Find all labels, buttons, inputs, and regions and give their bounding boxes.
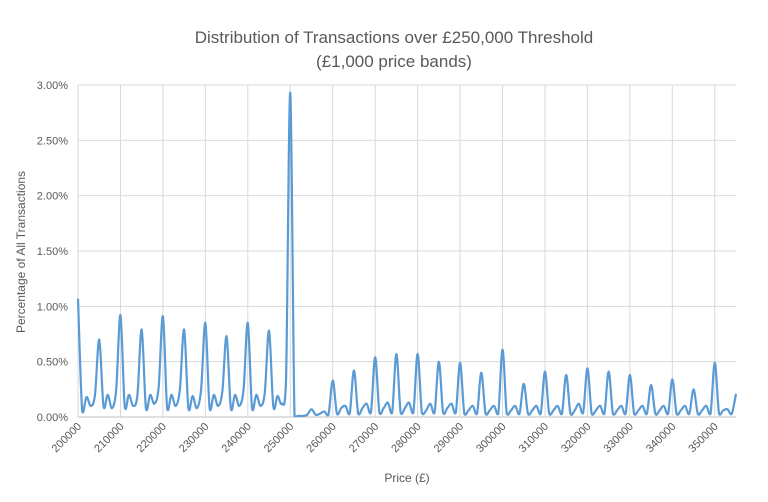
y-tick-label: 2.00% [37,191,68,203]
x-axis-title: Price (£) [384,471,429,485]
y-axis-ticks: 0.00% 0.50% 1.00% 1.50% 2.00% 2.50% 3.00% [37,80,68,424]
x-tick-label: 270000 [347,421,381,455]
x-tick-label: 250000 [262,421,296,455]
y-tick-label: 3.00% [37,80,68,92]
x-tick-label: 230000 [177,421,211,455]
x-tick-label: 350000 [686,421,720,455]
x-tick-label: 210000 [92,421,126,455]
y-tick-label: 1.00% [37,301,68,313]
x-tick-label: 320000 [559,421,593,455]
x-tick-label: 310000 [517,421,551,455]
x-tick-label: 280000 [389,421,423,455]
x-tick-label: 300000 [474,421,508,455]
y-tick-label: 0.50% [37,357,68,369]
gridlines [77,84,736,418]
x-tick-label: 220000 [135,421,169,455]
x-tick-label: 290000 [432,421,466,455]
y-tick-label: 1.50% [37,246,68,258]
chart-title: Distribution of Transactions over £250,0… [195,28,593,47]
x-tick-label: 260000 [304,421,338,455]
x-axis-ticks: 200000 210000 220000 230000 240000 250000 2600… [50,421,721,455]
series-line [76,91,738,418]
chart-subtitle: (£1,000 price bands) [316,52,472,71]
x-tick-label: 330000 [602,421,636,455]
y-tick-label: 0.00% [37,412,68,424]
x-tick-label: 200000 [50,421,84,455]
x-tick-label: 340000 [644,421,678,455]
x-tick-label: 240000 [219,421,253,455]
y-axis-title: Percentage of All Transactions [14,171,28,333]
y-tick-label: 2.50% [37,135,68,147]
